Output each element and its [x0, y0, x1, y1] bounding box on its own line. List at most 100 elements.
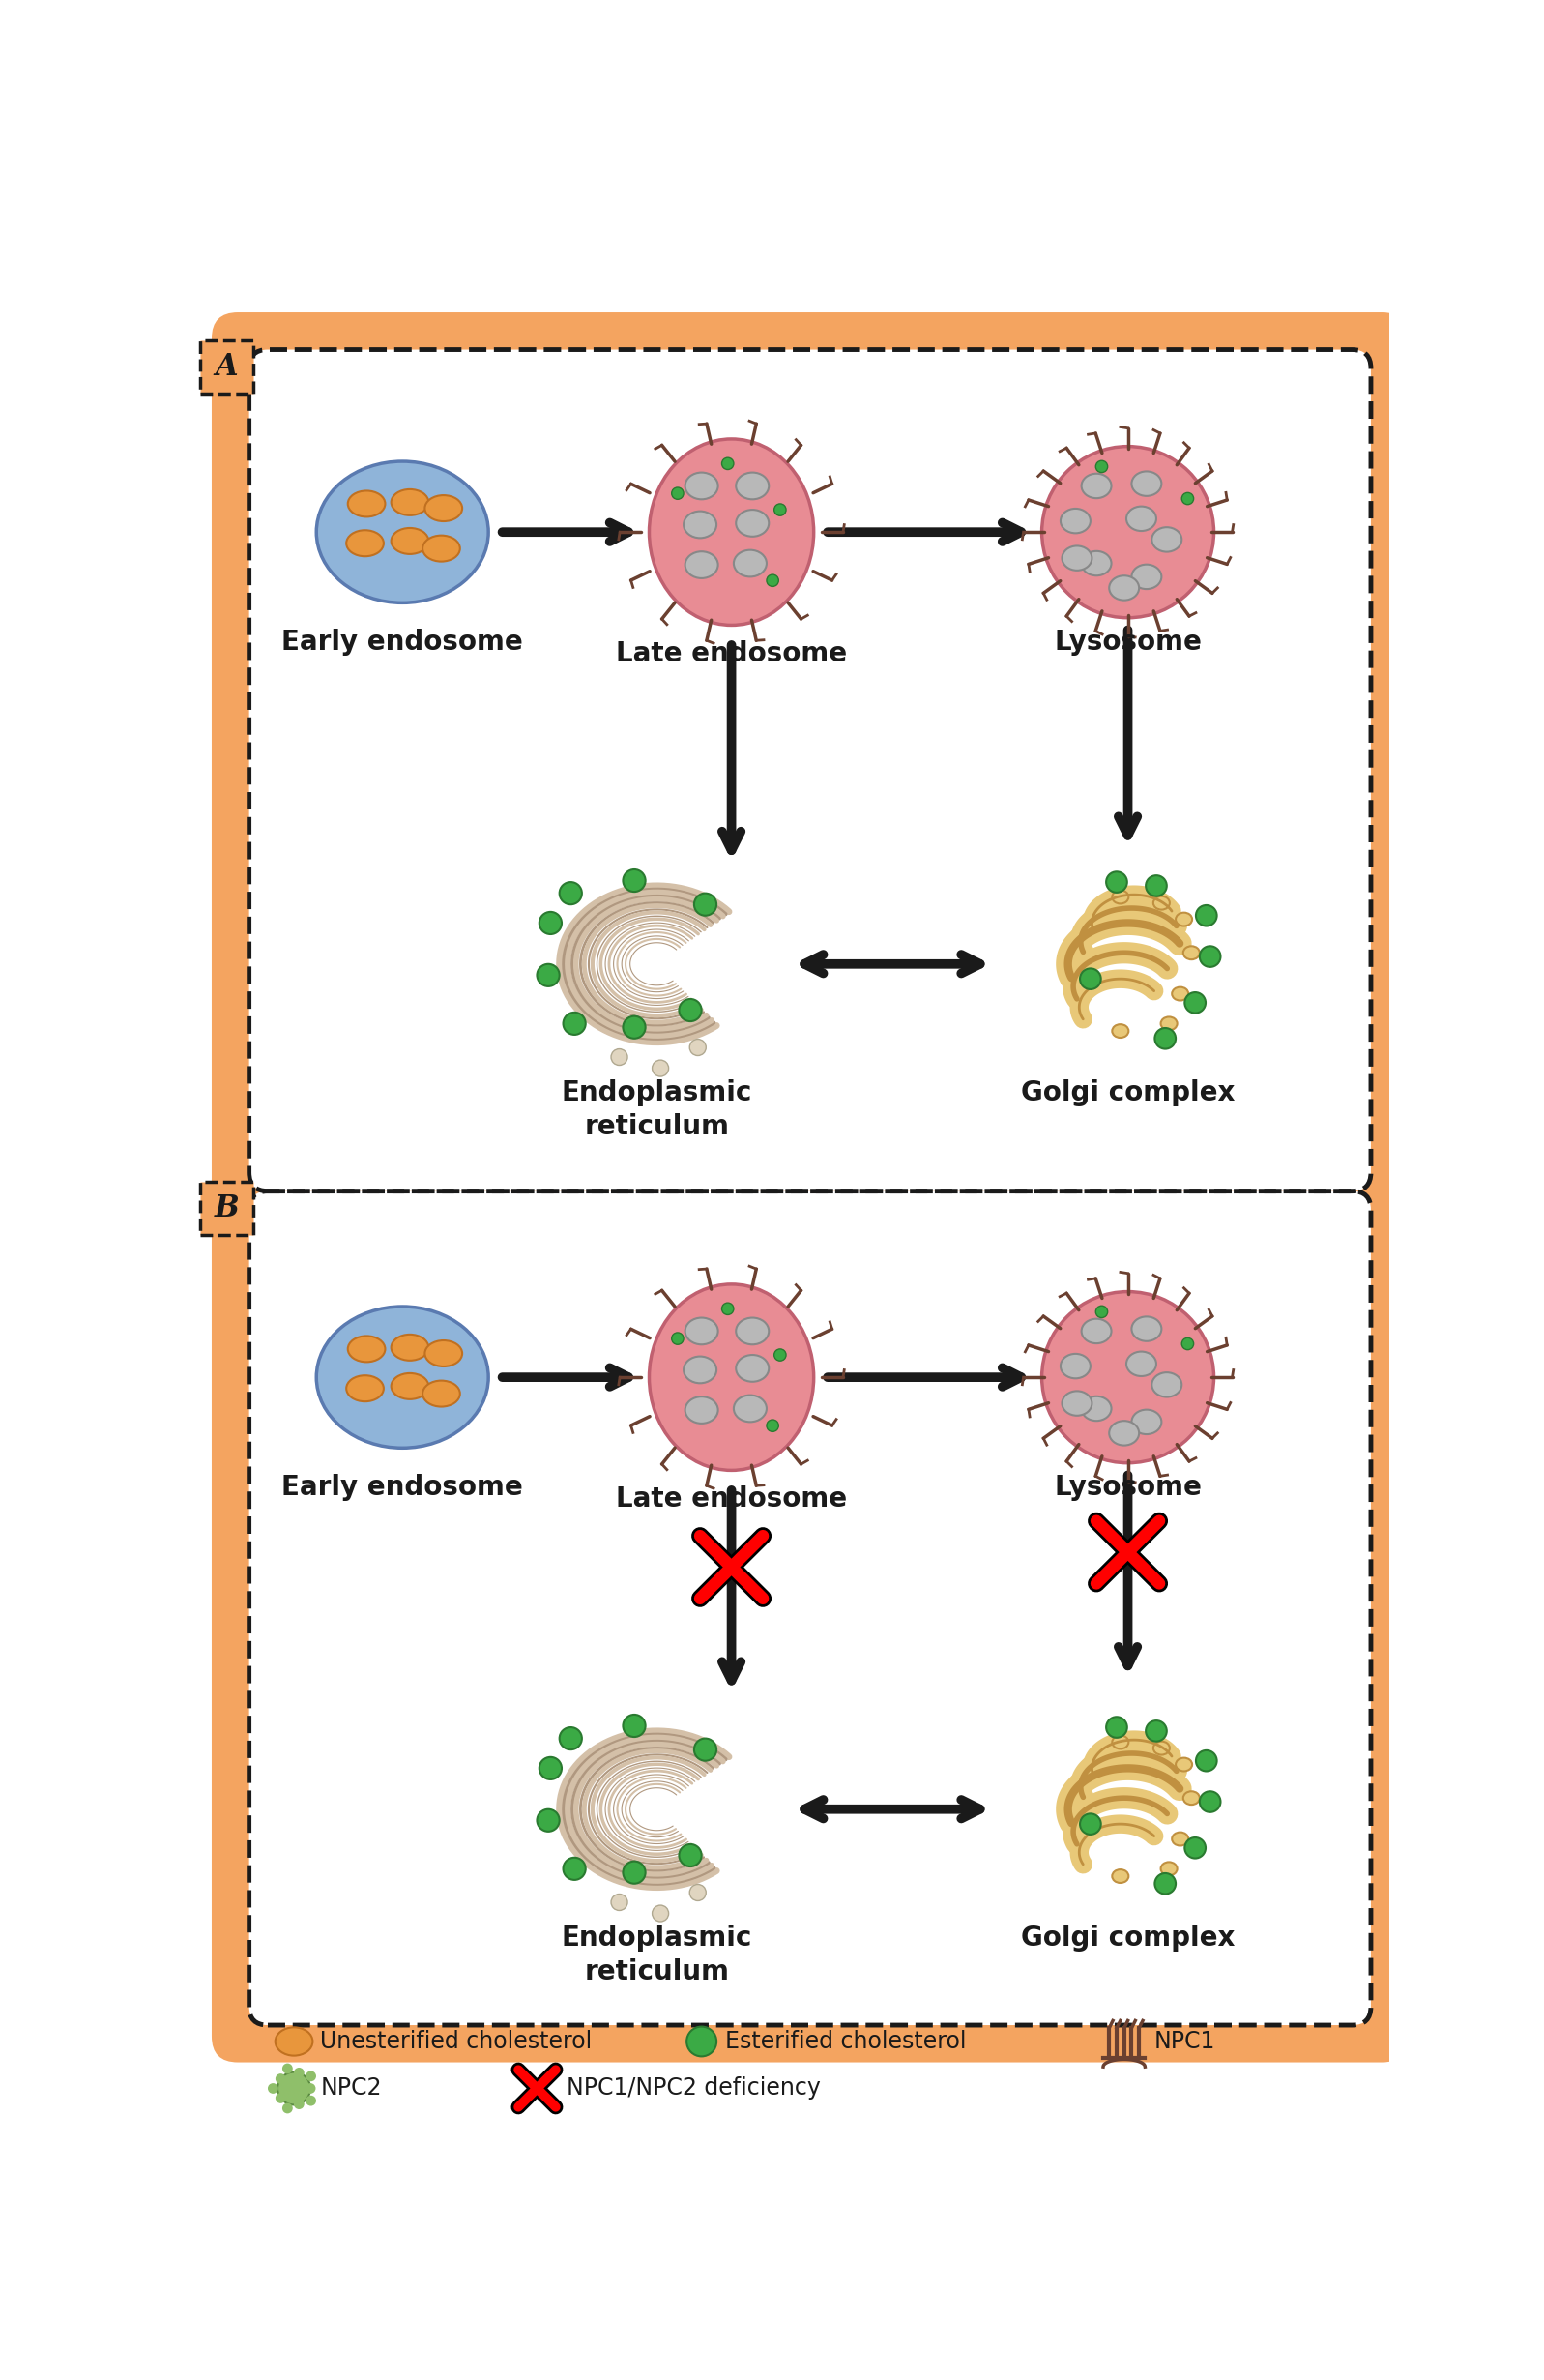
FancyBboxPatch shape [249, 1190, 1371, 2025]
Circle shape [1106, 871, 1127, 892]
Circle shape [652, 1906, 669, 1921]
Circle shape [1106, 1716, 1127, 1737]
Ellipse shape [347, 490, 384, 516]
Ellipse shape [686, 552, 718, 578]
Circle shape [293, 2099, 304, 2109]
Circle shape [275, 2092, 286, 2104]
Ellipse shape [1132, 1409, 1161, 1435]
Ellipse shape [391, 1335, 429, 1361]
Ellipse shape [684, 1357, 716, 1383]
Ellipse shape [391, 1373, 429, 1399]
Circle shape [1200, 947, 1221, 966]
Ellipse shape [686, 1397, 718, 1423]
Circle shape [559, 1728, 582, 1749]
Ellipse shape [1062, 1390, 1092, 1416]
Circle shape [1184, 1837, 1206, 1859]
Circle shape [306, 2071, 317, 2082]
Circle shape [695, 1737, 716, 1761]
Ellipse shape [1132, 564, 1161, 588]
Ellipse shape [391, 528, 429, 555]
Ellipse shape [648, 438, 814, 626]
Circle shape [537, 1809, 559, 1833]
Circle shape [1155, 1873, 1175, 1894]
Circle shape [1079, 969, 1101, 990]
Ellipse shape [1112, 1023, 1129, 1038]
Text: Endoplasmic
reticulum: Endoplasmic reticulum [562, 1081, 752, 1140]
Circle shape [537, 964, 559, 985]
Ellipse shape [1061, 1354, 1090, 1378]
Circle shape [1155, 1028, 1175, 1050]
Ellipse shape [1062, 545, 1092, 571]
Text: Late endosome: Late endosome [616, 1485, 848, 1511]
Ellipse shape [736, 1319, 769, 1345]
Ellipse shape [1109, 1421, 1139, 1445]
Ellipse shape [347, 1335, 384, 1361]
FancyBboxPatch shape [212, 312, 1408, 1228]
Circle shape [1096, 1307, 1107, 1319]
Ellipse shape [1132, 1316, 1161, 1342]
Circle shape [624, 1714, 645, 1737]
Circle shape [564, 1012, 585, 1035]
Ellipse shape [1153, 1742, 1170, 1754]
Text: Early endosome: Early endosome [281, 1473, 523, 1502]
Circle shape [624, 869, 645, 892]
Ellipse shape [423, 1380, 460, 1407]
Ellipse shape [423, 536, 460, 562]
Ellipse shape [1132, 471, 1161, 495]
Circle shape [539, 912, 562, 935]
Circle shape [306, 2094, 317, 2106]
Circle shape [611, 1050, 627, 1066]
FancyBboxPatch shape [199, 1180, 253, 1235]
Ellipse shape [1175, 912, 1192, 926]
Circle shape [721, 457, 733, 469]
Circle shape [721, 1302, 733, 1314]
Text: Late endosome: Late endosome [616, 640, 848, 666]
Circle shape [1197, 904, 1217, 926]
Ellipse shape [736, 509, 769, 536]
Text: Endoplasmic
reticulum: Endoplasmic reticulum [562, 1925, 752, 1985]
Ellipse shape [346, 1376, 384, 1402]
Circle shape [624, 1016, 645, 1038]
Ellipse shape [1183, 947, 1200, 959]
Ellipse shape [425, 495, 462, 521]
Ellipse shape [736, 474, 769, 500]
Circle shape [679, 1844, 701, 1866]
Ellipse shape [1112, 1868, 1129, 1883]
Circle shape [1181, 493, 1194, 505]
Ellipse shape [1042, 447, 1214, 619]
Text: A: A [215, 352, 238, 381]
Circle shape [679, 1000, 701, 1021]
Text: Lysosome: Lysosome [1055, 628, 1201, 657]
Circle shape [624, 1861, 645, 1883]
Ellipse shape [1081, 1397, 1112, 1421]
Circle shape [306, 2082, 315, 2094]
Circle shape [690, 1040, 706, 1057]
Ellipse shape [1126, 1352, 1156, 1376]
Circle shape [1146, 876, 1167, 897]
Circle shape [278, 2073, 310, 2104]
Ellipse shape [425, 1340, 462, 1366]
Circle shape [1079, 1814, 1101, 1835]
Circle shape [539, 1756, 562, 1780]
Text: Golgi complex: Golgi complex [1021, 1081, 1235, 1107]
Text: B: B [215, 1192, 239, 1223]
Ellipse shape [1183, 1792, 1200, 1804]
Circle shape [283, 2104, 293, 2113]
Circle shape [564, 1856, 585, 1880]
Ellipse shape [1153, 897, 1170, 909]
Ellipse shape [317, 462, 488, 602]
Ellipse shape [733, 1395, 767, 1421]
Ellipse shape [686, 1319, 718, 1345]
Ellipse shape [1175, 1759, 1192, 1771]
Circle shape [267, 2082, 278, 2094]
Ellipse shape [1172, 1833, 1189, 1844]
Circle shape [690, 1885, 706, 1902]
Circle shape [559, 883, 582, 904]
Ellipse shape [736, 1354, 769, 1383]
Ellipse shape [648, 1285, 814, 1471]
Text: Lysosome: Lysosome [1055, 1473, 1201, 1502]
Circle shape [293, 2068, 304, 2078]
Circle shape [672, 1333, 684, 1345]
Circle shape [1146, 1721, 1167, 1742]
Text: NPC1: NPC1 [1153, 2030, 1215, 2054]
